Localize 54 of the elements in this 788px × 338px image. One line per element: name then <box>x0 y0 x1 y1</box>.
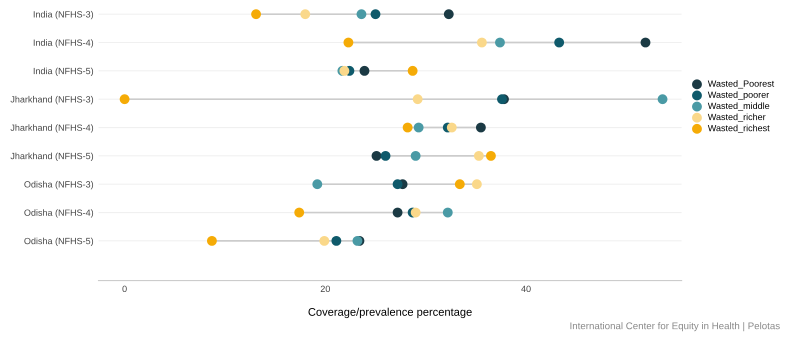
legend-label: Wasted_richest <box>708 124 770 133</box>
point <box>495 38 505 48</box>
point <box>344 38 354 48</box>
point <box>640 38 650 48</box>
point <box>372 150 382 161</box>
point <box>294 208 304 218</box>
point <box>370 9 380 20</box>
point <box>392 179 402 190</box>
point <box>476 38 487 48</box>
point <box>472 179 482 190</box>
point <box>486 150 496 161</box>
point <box>120 94 130 104</box>
point <box>442 208 453 218</box>
point <box>251 9 261 20</box>
point <box>402 122 413 132</box>
point <box>331 236 342 246</box>
x-tick-label: 0 <box>122 286 127 292</box>
x-axis-title: Coverage/prevalence percentage <box>308 308 472 318</box>
x-tick-label: 20 <box>320 286 330 292</box>
y-tick-label: Jharkhand (NFHS-5) <box>10 152 94 161</box>
y-tick-label: Odisha (NFHS-4) <box>24 209 94 218</box>
y-tick-label: Jharkhand (NFHS-3) <box>10 96 94 104</box>
point <box>392 208 402 218</box>
text: International Center for Equity in Health | Pelotas <box>570 322 780 332</box>
point <box>444 9 454 20</box>
legend-label: Wasted_middle <box>708 102 770 111</box>
point <box>446 122 457 132</box>
point <box>476 122 486 132</box>
legend-label: Wasted_poorer <box>708 91 770 100</box>
point <box>408 66 418 76</box>
y-tick-label: Odisha (NFHS-3) <box>24 180 94 190</box>
y-tick-label: Jharkhand (NFHS-4) <box>10 124 94 133</box>
y-tick-label: India (NFHS-4) <box>34 39 94 48</box>
legend-label: Wasted_Poorest <box>708 80 774 88</box>
point <box>454 179 465 190</box>
point <box>356 9 366 20</box>
point <box>412 94 423 104</box>
y-tick-label: India (NFHS-3) <box>34 10 94 20</box>
point <box>300 9 310 20</box>
point <box>312 179 322 190</box>
legend-label: Wasted_richer <box>708 114 766 122</box>
point <box>410 208 421 218</box>
point <box>380 150 390 161</box>
y-tick-label: Odisha (NFHS-5) <box>24 238 94 246</box>
point <box>207 236 217 246</box>
point <box>410 150 421 161</box>
x-tick-label: 40 <box>521 286 531 292</box>
point <box>554 38 564 48</box>
point <box>658 94 668 104</box>
point <box>319 236 330 246</box>
point <box>474 150 484 161</box>
y-tick-label: India (NFHS-5) <box>34 68 94 76</box>
point <box>414 122 424 132</box>
point <box>360 66 370 76</box>
